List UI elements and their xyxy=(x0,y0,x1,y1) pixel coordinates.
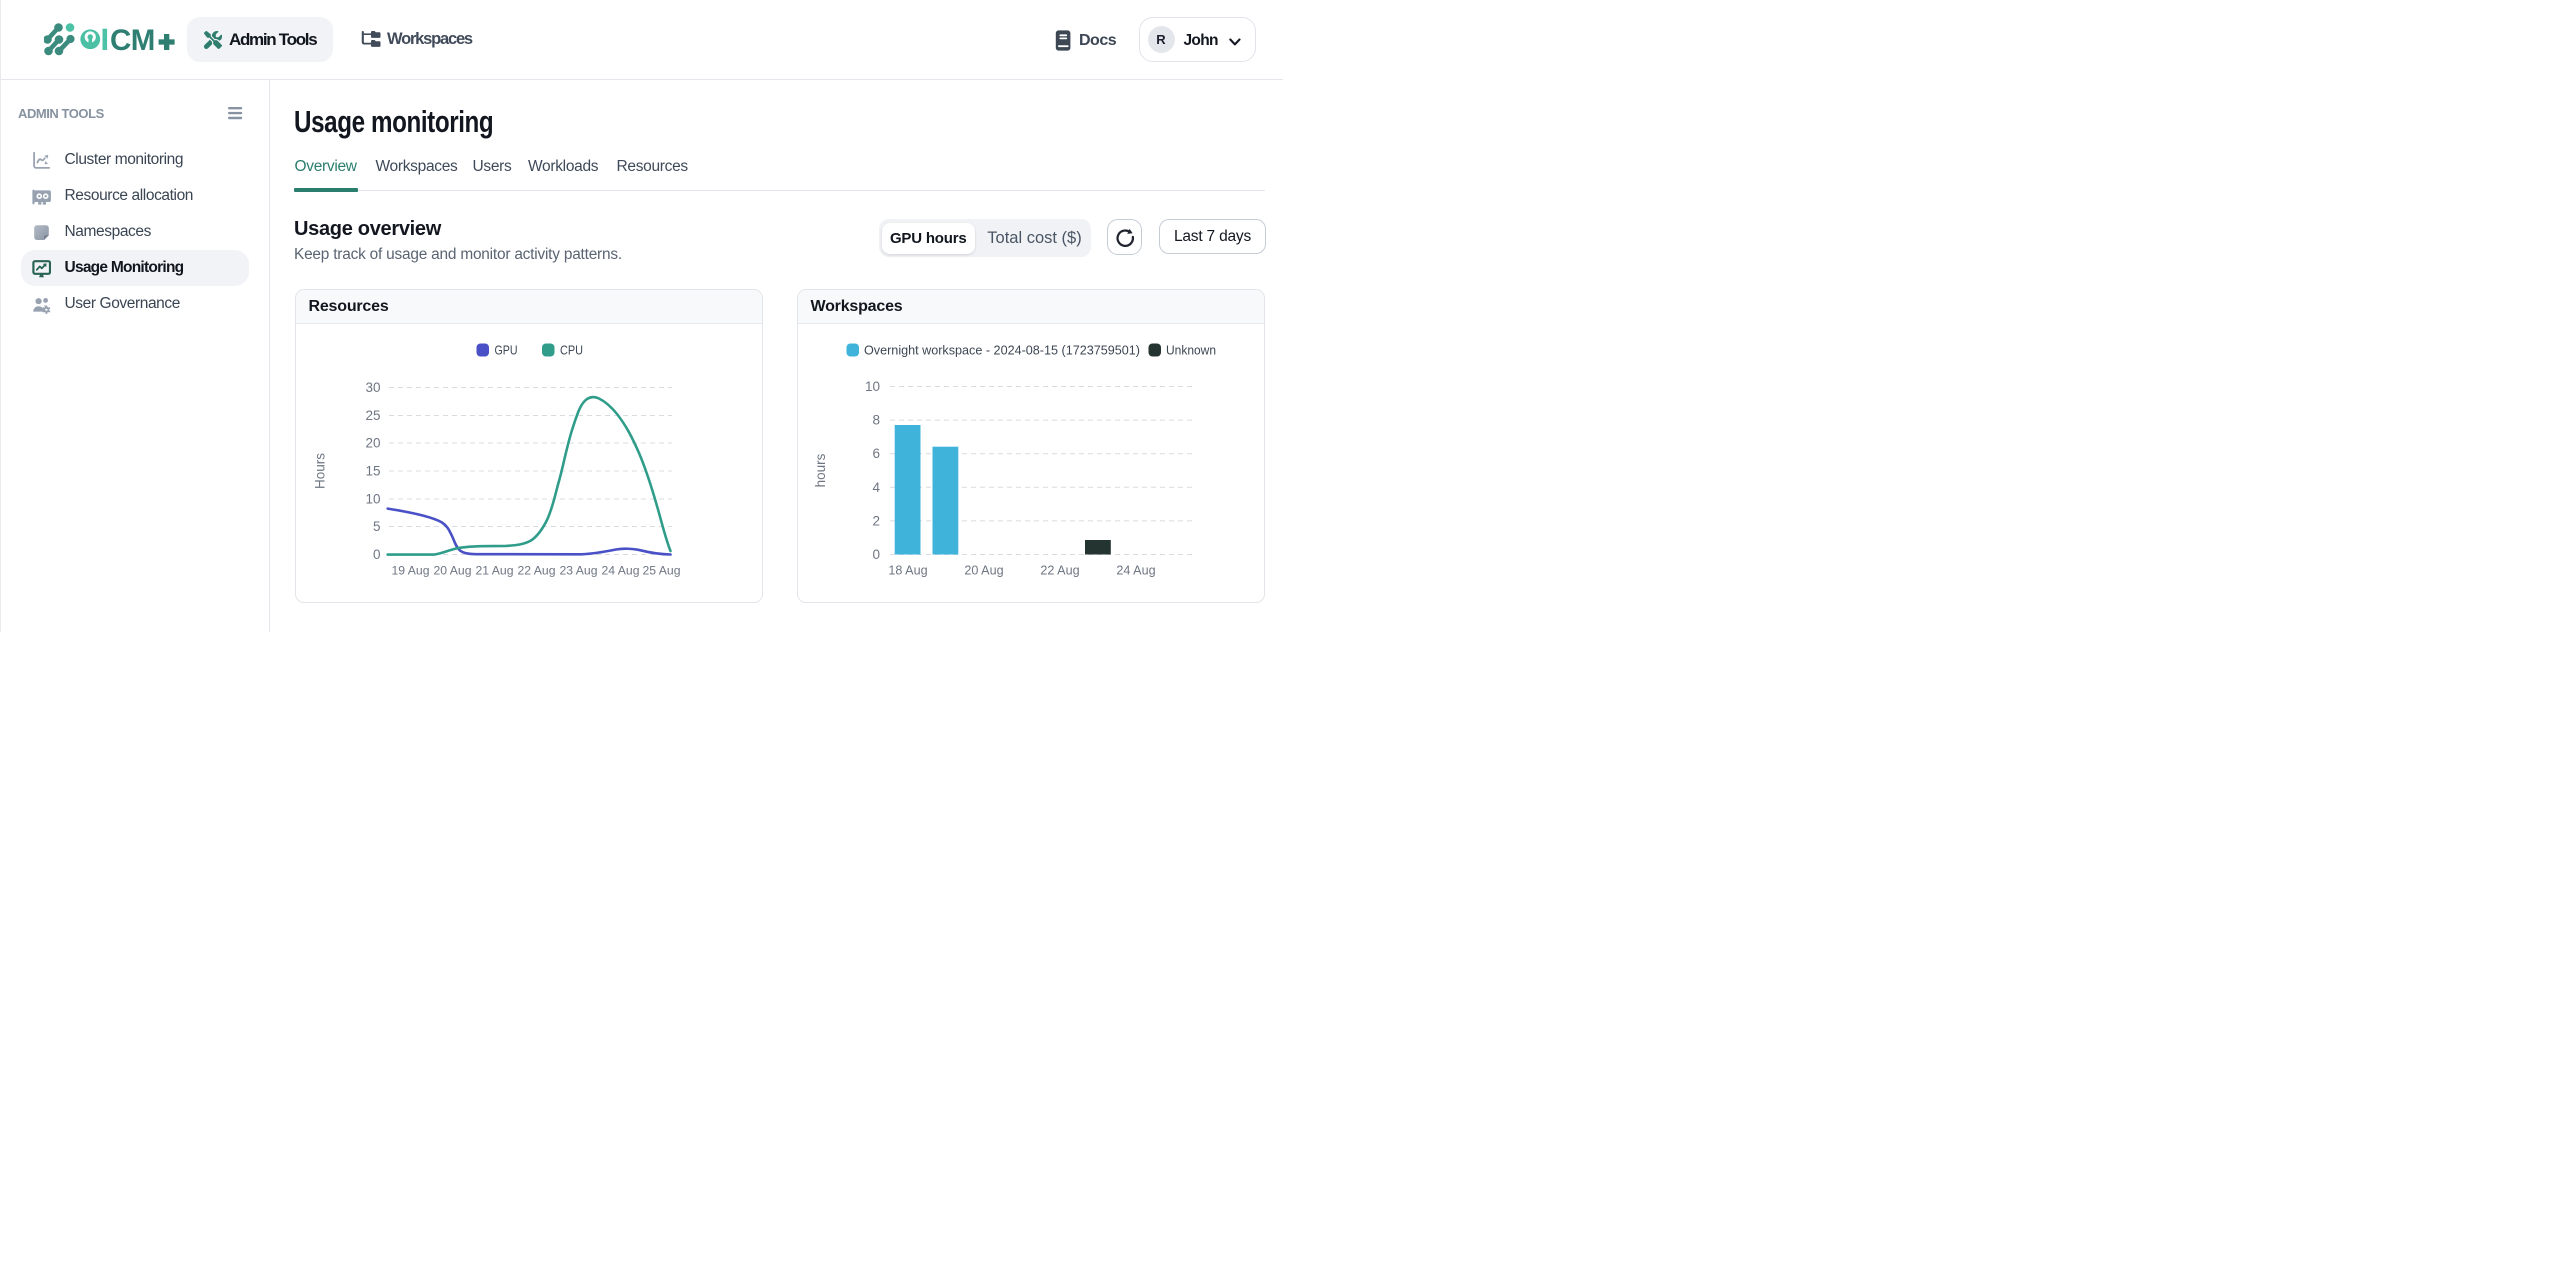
svg-text:CPU: CPU xyxy=(560,342,583,357)
svg-text:18 Aug: 18 Aug xyxy=(888,563,927,577)
svg-text:CM: CM xyxy=(110,24,155,57)
svg-text:8: 8 xyxy=(872,412,880,427)
svg-text:23 Aug: 23 Aug xyxy=(559,563,597,577)
svg-text:15: 15 xyxy=(365,463,380,478)
svg-text:25: 25 xyxy=(365,408,380,423)
svg-text:10: 10 xyxy=(365,491,380,506)
svg-text:hours: hours xyxy=(813,453,828,487)
svg-text:5: 5 xyxy=(372,519,380,534)
svg-text:20 Aug: 20 Aug xyxy=(964,563,1003,577)
svg-text:24 Aug: 24 Aug xyxy=(1116,563,1155,577)
svg-text:30: 30 xyxy=(365,380,380,395)
svg-text:0: 0 xyxy=(372,547,380,562)
svg-text:25 Aug: 25 Aug xyxy=(642,563,680,577)
svg-text:21 Aug: 21 Aug xyxy=(475,563,513,577)
svg-text:24 Aug: 24 Aug xyxy=(601,563,639,577)
svg-text:Unknown: Unknown xyxy=(1166,342,1216,357)
svg-text:22 Aug: 22 Aug xyxy=(517,563,555,577)
svg-text:Hours: Hours xyxy=(312,452,327,488)
svg-text:20 Aug: 20 Aug xyxy=(433,563,471,577)
svg-text:0: 0 xyxy=(872,547,880,562)
svg-text:20: 20 xyxy=(365,435,380,450)
svg-text:10: 10 xyxy=(864,379,879,394)
svg-text:2: 2 xyxy=(872,513,880,528)
svg-text:6: 6 xyxy=(872,446,880,461)
svg-text:GPU: GPU xyxy=(494,342,517,357)
svg-text:Overnight workspace - 2024-08-: Overnight workspace - 2024-08-15 (172375… xyxy=(864,342,1140,357)
svg-text:4: 4 xyxy=(872,479,880,494)
svg-text:22 Aug: 22 Aug xyxy=(1040,563,1079,577)
svg-text:19 Aug: 19 Aug xyxy=(391,563,429,577)
